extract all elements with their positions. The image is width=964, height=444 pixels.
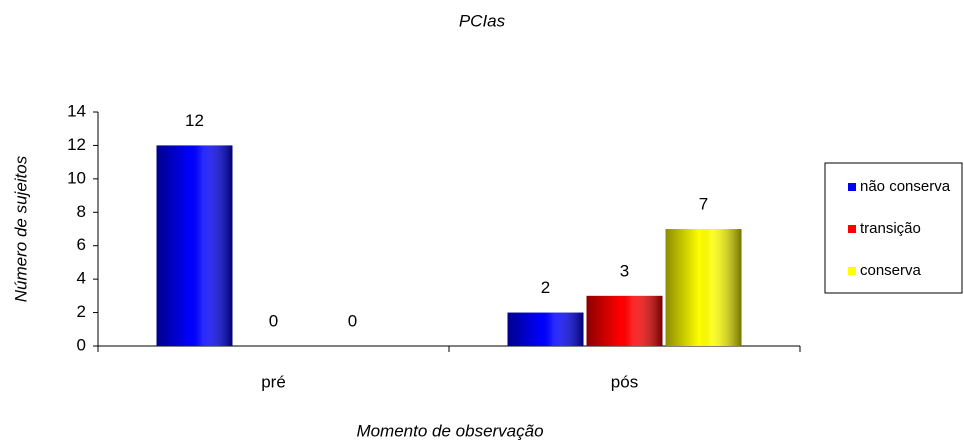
y-tick-label: 8: [77, 202, 86, 221]
y-tick-label: 12: [67, 135, 86, 154]
legend-swatch: [848, 225, 856, 233]
y-tick-label: 6: [77, 235, 86, 254]
y-tick-label: 0: [77, 335, 86, 354]
legend-label: conserva: [860, 262, 922, 279]
y-tick-label: 2: [77, 302, 86, 321]
y-tick-label: 4: [77, 269, 86, 288]
x-axis-label: Momento de observação: [356, 421, 543, 440]
legend-label: transição: [860, 220, 921, 237]
y-tick-label: 10: [67, 168, 86, 187]
y-axis-label: Número de sujeitos: [11, 155, 30, 302]
data-label: 12: [185, 111, 204, 130]
legend-box: [824, 162, 963, 294]
y-tick-label: 14: [67, 101, 86, 120]
data-label: 3: [620, 261, 629, 280]
chart-title: PCIas: [459, 11, 506, 30]
x-tick-label: pré: [261, 372, 286, 391]
data-label: 0: [348, 311, 357, 330]
legend-swatch: [848, 267, 856, 275]
bar-shade: [586, 295, 663, 346]
data-label: 2: [541, 278, 550, 297]
x-tick-label: pós: [611, 372, 638, 391]
legend-swatch: [848, 183, 856, 191]
bar-shade: [507, 312, 584, 346]
bar-shade: [665, 229, 742, 346]
legend-label: não conserva: [860, 178, 951, 195]
data-label: 0: [269, 311, 278, 330]
bar-shade: [156, 145, 233, 346]
data-label: 7: [699, 194, 708, 213]
